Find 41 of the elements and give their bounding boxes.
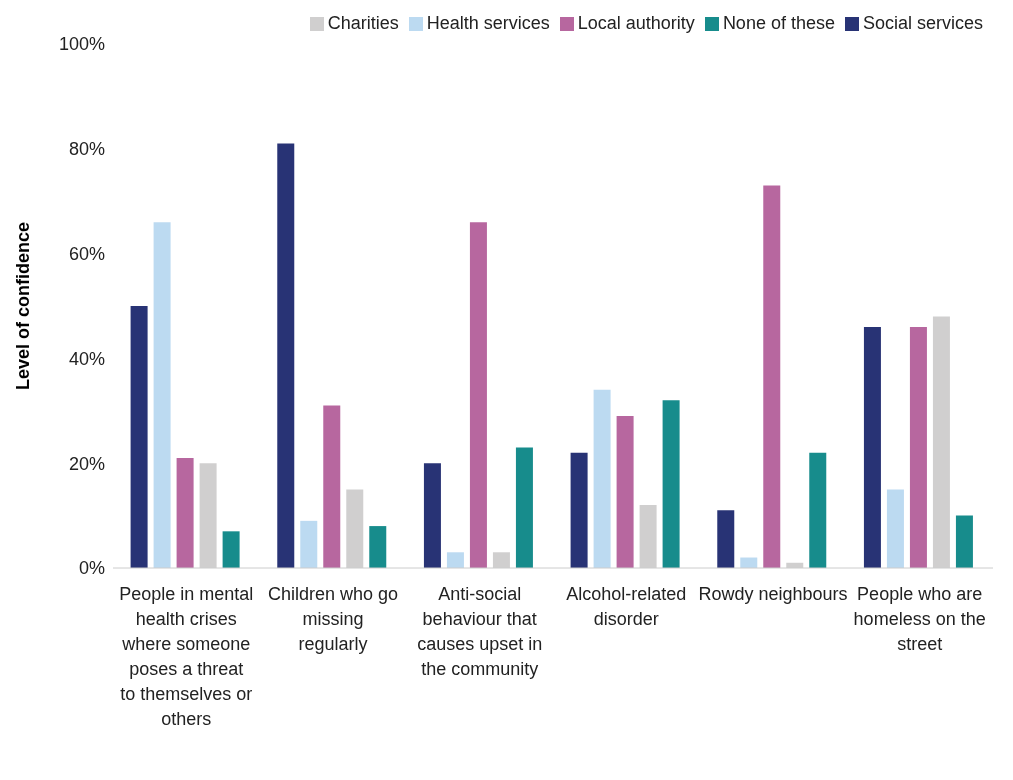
bar <box>515 447 533 568</box>
bar <box>369 526 387 568</box>
bar <box>955 515 973 568</box>
bar <box>863 326 881 568</box>
legend-label: None of these <box>722 13 835 33</box>
bar <box>300 520 318 568</box>
x-tick-label: Alcohol-related disorder <box>566 584 687 629</box>
bar <box>176 457 194 568</box>
bar <box>593 389 611 568</box>
bar <box>886 489 904 568</box>
bar <box>423 463 441 568</box>
x-tick-label: Anti-social behaviour that causes upset in the community <box>417 584 543 679</box>
bar <box>277 143 295 568</box>
bar <box>662 400 680 568</box>
bar <box>446 552 464 568</box>
bar <box>323 405 341 568</box>
x-tick-label: People who are homeless on the street <box>853 584 986 654</box>
y-tick-label: 20% <box>68 453 105 474</box>
y-tick-label: 40% <box>68 348 105 369</box>
bar <box>222 531 240 568</box>
bar <box>469 222 487 568</box>
x-tick-label: People in mental health crises where someone poses a threat to themselves or others <box>119 584 254 729</box>
legend-label: Social services <box>862 13 983 33</box>
y-tick-label: 60% <box>68 243 105 264</box>
y-axis-title: Level of confidence <box>13 221 34 391</box>
bar <box>809 452 827 568</box>
bar <box>130 306 148 568</box>
x-tick-label: Rowdy neighbours <box>698 584 848 604</box>
x-tick-label: Children who go missing regularly <box>267 584 399 654</box>
legend-label: Health services <box>426 13 550 33</box>
bar <box>570 452 588 568</box>
bar <box>153 222 171 568</box>
bar <box>763 185 781 568</box>
y-tick-label: 0% <box>78 558 105 579</box>
legend-label: Local authority <box>577 13 695 33</box>
bar <box>616 416 634 568</box>
bar <box>909 326 927 568</box>
y-tick-label: 80% <box>68 139 105 160</box>
bar <box>717 510 735 568</box>
y-tick-label: 100% <box>58 34 105 55</box>
legend-label: Charities <box>327 13 399 33</box>
